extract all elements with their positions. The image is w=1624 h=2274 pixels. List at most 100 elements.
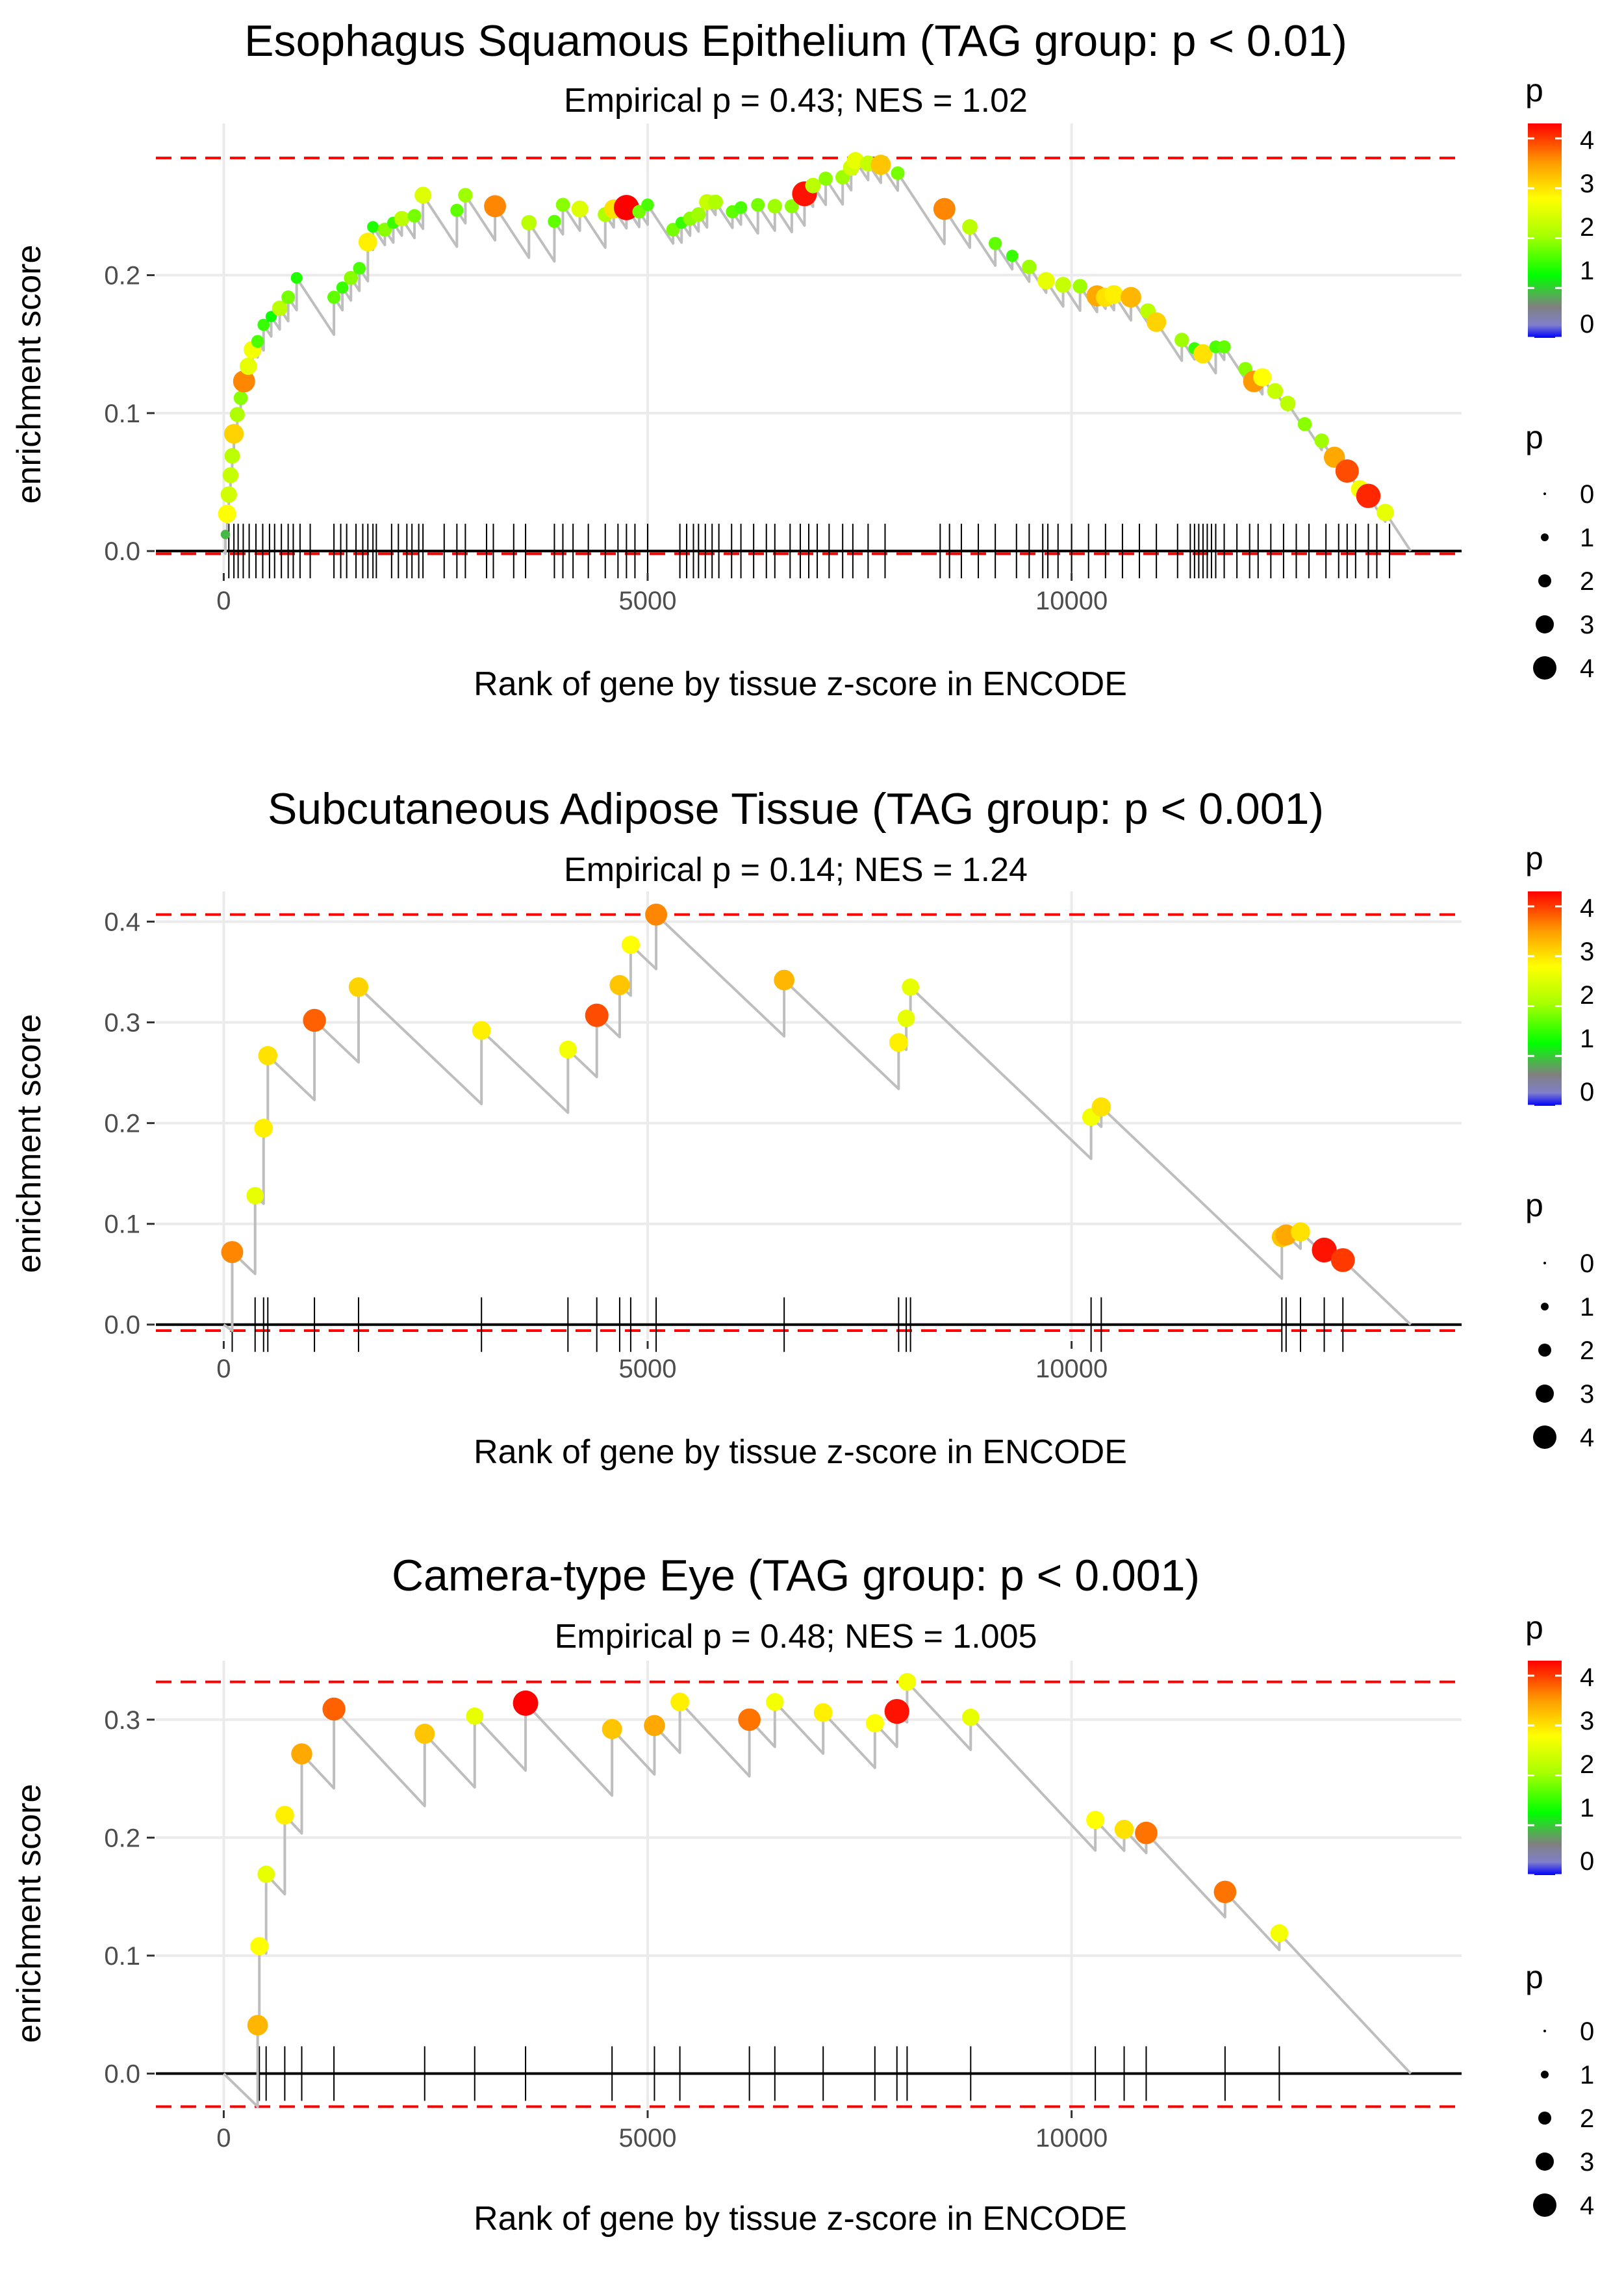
- x-tick-label: 10000: [1035, 2124, 1108, 2153]
- hit-point: [670, 1693, 690, 1711]
- color-legend-title: p: [1525, 1609, 1543, 1646]
- color-legend-tick: 2: [1580, 213, 1594, 242]
- hit-point: [989, 236, 1002, 250]
- hit-point: [1006, 249, 1019, 262]
- hit-point: [348, 977, 369, 997]
- panel-1-axes: 0 5000 10000 0.0 0.1 0.2: [104, 262, 1108, 615]
- hit-point: [1270, 1924, 1289, 1943]
- hit-point: [358, 233, 377, 252]
- hit-point: [641, 198, 654, 212]
- color-legend-tick: 3: [1580, 1707, 1594, 1735]
- hit-point: [327, 290, 341, 304]
- y-tick-label: 0.3: [104, 1009, 140, 1038]
- hit-point: [870, 155, 891, 175]
- hit-point: [484, 195, 507, 218]
- hit-point: [889, 1033, 908, 1053]
- size-legend-label: 3: [1580, 1380, 1594, 1409]
- color-legend-tick: 1: [1580, 1025, 1594, 1053]
- y-tick-label: 0.0: [104, 537, 140, 566]
- hit-point: [291, 1743, 312, 1765]
- hit-point: [224, 448, 240, 464]
- x-tick-label: 0: [216, 587, 231, 615]
- y-tick-label: 0.2: [104, 1110, 140, 1138]
- panel-1-subtitle: Empirical p = 0.43; NES = 1.02: [564, 82, 1028, 120]
- panel-1-reference-lines: [156, 157, 1462, 556]
- y-tick-label: 0.3: [104, 1706, 140, 1735]
- hit-point: [229, 407, 245, 422]
- hit-point: [602, 1718, 622, 1739]
- hit-point: [1335, 459, 1359, 483]
- panel-adipose: Subcutaneous Adipose Tissue (TAG group: …: [10, 784, 1594, 1471]
- color-legend-tick: 4: [1580, 126, 1594, 155]
- color-bar-ticks: [1528, 905, 1562, 1107]
- hit-point: [254, 1118, 273, 1138]
- hit-point: [785, 199, 799, 214]
- hit-point: [1253, 368, 1272, 387]
- panel-eye: Camera-type Eye (TAG group: p < 0.001) E…: [10, 1551, 1594, 2238]
- hit-point: [223, 424, 244, 444]
- hit-point: [1193, 344, 1213, 364]
- hit-point: [466, 1707, 484, 1725]
- color-bar: [1528, 891, 1562, 1106]
- size-legend-label: 1: [1580, 2061, 1594, 2089]
- color-legend-tick: 4: [1580, 894, 1594, 923]
- hit-point: [1022, 259, 1037, 274]
- hit-point: [513, 1690, 539, 1716]
- color-legend-tick: 0: [1580, 310, 1594, 339]
- panel-2-color-legend: p 4 3 2 1 0: [1525, 840, 1594, 1107]
- size-legend-dot: [1543, 1262, 1546, 1264]
- color-legend-tick: 0: [1580, 1847, 1594, 1876]
- hit-point: [766, 1693, 784, 1711]
- panel-1-size-legend: p 0 1 2 3 4: [1525, 419, 1594, 683]
- hit-point: [1280, 396, 1296, 411]
- panel-1-x-axis-label: Rank of gene by tissue z-score in ENCODE: [474, 665, 1127, 703]
- panel-3-subtitle: Empirical p = 0.48; NES = 1.005: [555, 1618, 1037, 1655]
- hit-point: [897, 1010, 915, 1027]
- hit-point: [666, 222, 680, 236]
- size-legend-dot: [1538, 2112, 1551, 2125]
- size-legend-dot: [1541, 2071, 1549, 2078]
- hit-point: [813, 1703, 833, 1722]
- size-legend-title: p: [1525, 1187, 1543, 1223]
- x-tick-label: 0: [216, 1355, 231, 1383]
- hit-point: [1055, 277, 1071, 293]
- panel-1-points: [218, 151, 1394, 539]
- hit-point: [521, 214, 537, 231]
- hit-point: [250, 1937, 269, 1956]
- panel-3-title: Camera-type Eye (TAG group: p < 0.001): [392, 1551, 1200, 1600]
- hit-point: [734, 201, 748, 214]
- size-legend-dot: [1543, 2030, 1546, 2032]
- color-bar: [1528, 1661, 1562, 1875]
- hit-point: [1267, 383, 1284, 400]
- panel-2-gene-rug: [231, 1297, 1344, 1352]
- color-legend-tick: 2: [1580, 1750, 1594, 1779]
- panel-3-x-axis-label: Rank of gene by tissue z-score in ENCODE: [474, 2200, 1127, 2238]
- hit-point: [1312, 1237, 1337, 1263]
- hit-point: [353, 262, 366, 275]
- hit-point: [414, 186, 432, 204]
- color-bar-ticks: [1528, 1674, 1562, 1876]
- x-tick-label: 5000: [619, 1355, 677, 1383]
- color-bar-ticks: [1528, 137, 1562, 339]
- panel-2-axes: 0 5000 10000 0.0 0.1 0.2 0.3 0.4: [104, 908, 1108, 1383]
- hit-point: [1330, 1248, 1355, 1272]
- hit-point: [1297, 416, 1312, 431]
- panel-1-gene-rug: [228, 524, 1391, 579]
- hit-point: [751, 198, 765, 212]
- color-legend-title: p: [1525, 840, 1543, 876]
- panel-2-subtitle: Empirical p = 0.14; NES = 1.24: [564, 851, 1028, 889]
- hit-point: [902, 978, 919, 996]
- color-legend-tick: 1: [1580, 257, 1594, 285]
- hit-point: [933, 198, 956, 220]
- hit-point: [1146, 312, 1167, 332]
- hit-point: [707, 194, 723, 210]
- hit-point: [290, 272, 303, 284]
- hit-point: [962, 219, 978, 235]
- hit-point: [1377, 504, 1394, 522]
- size-legend-dot: [1533, 1425, 1556, 1449]
- y-tick-label: 0.1: [104, 1942, 140, 1971]
- hit-point: [1114, 1819, 1134, 1839]
- size-legend-dot: [1541, 1303, 1549, 1310]
- hit-point: [555, 198, 570, 212]
- hit-point: [891, 166, 905, 180]
